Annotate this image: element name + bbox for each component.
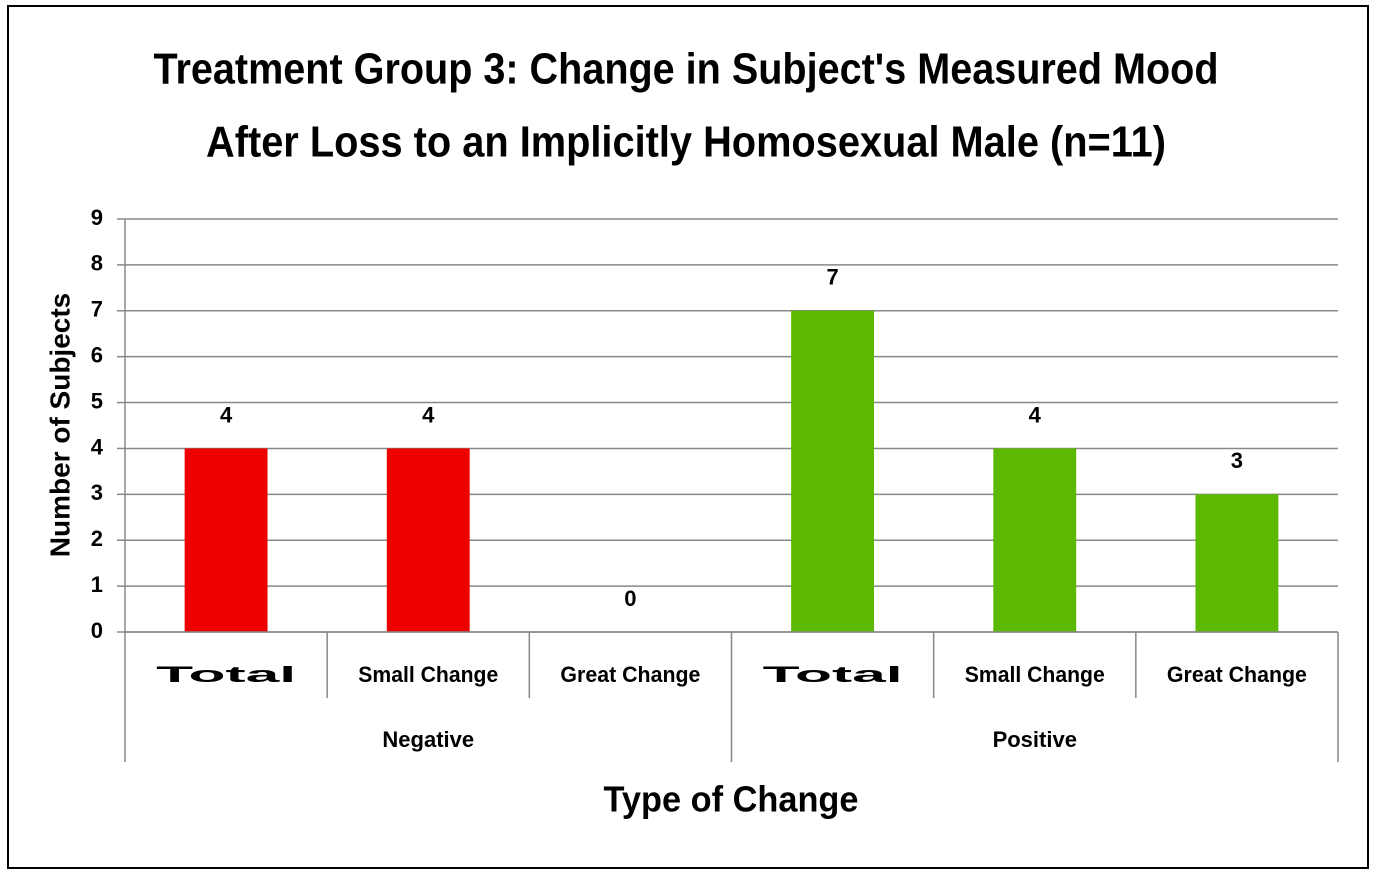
group-label: Positive bbox=[993, 727, 1077, 752]
group-label: Negative bbox=[382, 727, 474, 752]
data-label: 4 bbox=[422, 402, 435, 427]
chart-title: Treatment Group 3: Change in Subject's M… bbox=[154, 45, 1219, 94]
bar bbox=[1195, 494, 1279, 632]
frame bbox=[7, 5, 1369, 869]
x-axis-title: Type of Change bbox=[604, 779, 859, 820]
x-tick-label: Small Change bbox=[965, 662, 1105, 687]
y-tick-label: 7 bbox=[91, 297, 103, 322]
y-tick-label: 5 bbox=[91, 388, 103, 413]
bar bbox=[791, 310, 875, 632]
data-label: 4 bbox=[1029, 402, 1042, 427]
y-tick-label: 9 bbox=[91, 205, 103, 230]
y-tick-label: 6 bbox=[91, 342, 103, 367]
y-tick-label: 3 bbox=[91, 480, 103, 505]
data-label: 0 bbox=[624, 586, 636, 611]
y-axis-title: Number of Subjects bbox=[44, 293, 75, 557]
y-tick-label: 1 bbox=[91, 572, 103, 597]
y-tick-label: 8 bbox=[91, 251, 103, 276]
x-tick-label: Small Change bbox=[358, 662, 498, 687]
x-tick-label: Great Change bbox=[560, 662, 700, 687]
data-label: 7 bbox=[826, 265, 838, 290]
data-label: 4 bbox=[220, 402, 233, 427]
x-tick-label: Total bbox=[763, 662, 903, 687]
bar bbox=[993, 448, 1077, 632]
y-tick-label: 4 bbox=[91, 434, 104, 459]
bar bbox=[386, 448, 470, 632]
bar bbox=[184, 448, 268, 632]
y-tick-label: 0 bbox=[91, 618, 103, 643]
x-tick-label: Total bbox=[156, 662, 296, 687]
y-tick-label: 2 bbox=[91, 526, 103, 551]
data-label: 3 bbox=[1231, 448, 1243, 473]
x-tick-label: Great Change bbox=[1167, 662, 1307, 687]
chart-title: After Loss to an Implicitly Homosexual M… bbox=[206, 118, 1166, 167]
